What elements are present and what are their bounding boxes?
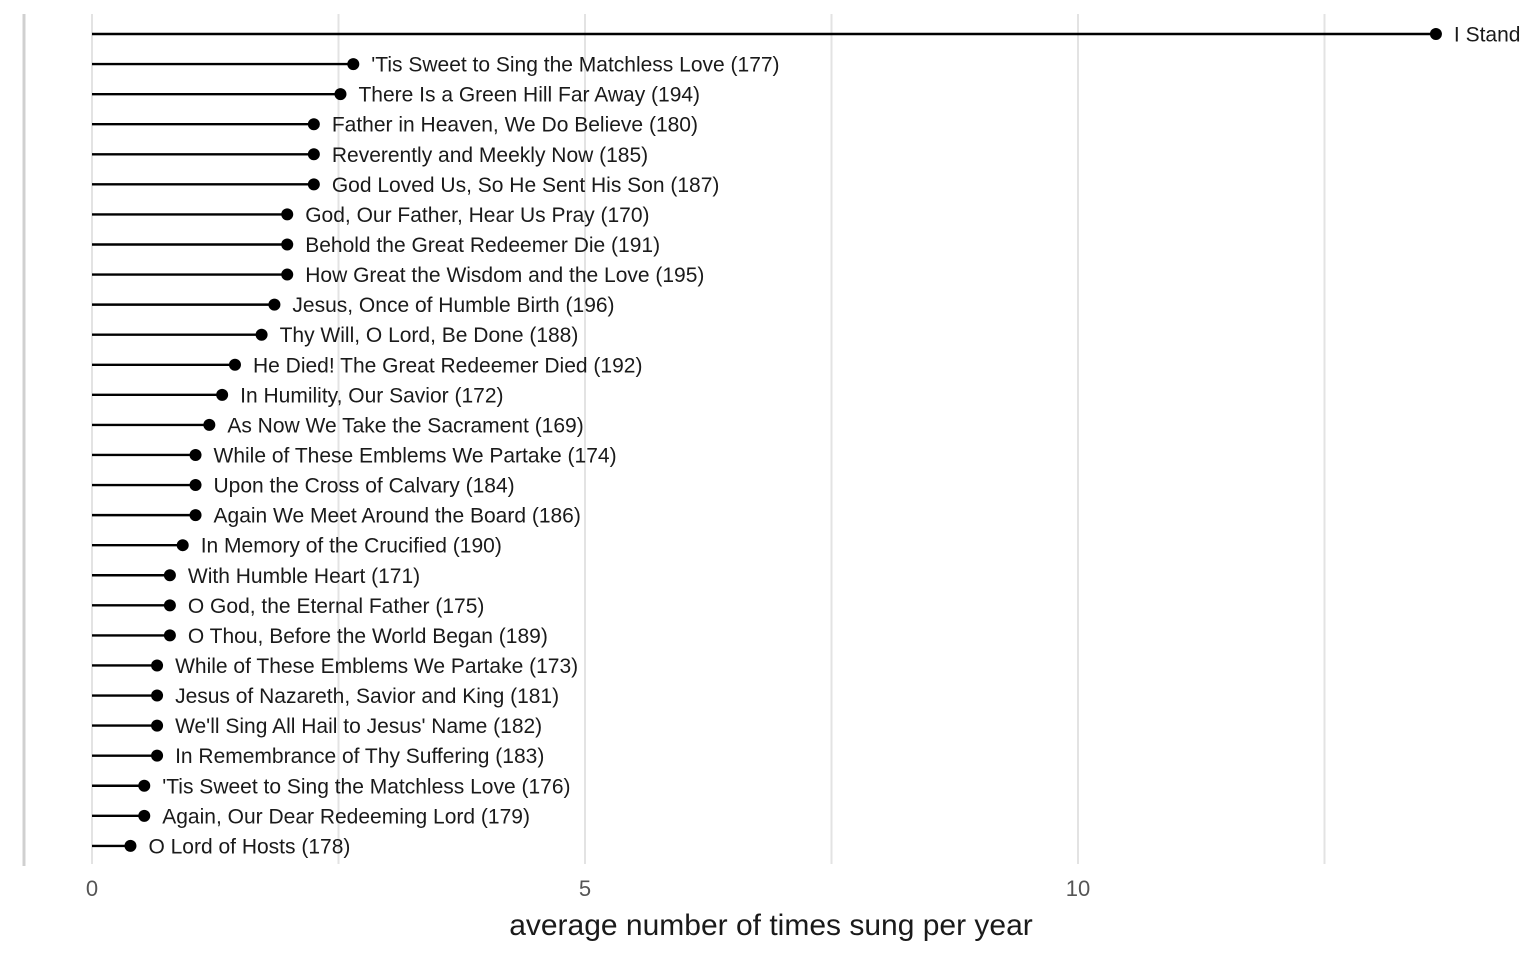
x-tick-label: 10 bbox=[1066, 876, 1090, 901]
bar-label: Reverently and Meekly Now (185) bbox=[332, 144, 648, 167]
lollipop-dot bbox=[138, 809, 151, 822]
lollipop-dot bbox=[176, 539, 189, 552]
bar-label: Behold the Great Redeemer Die (191) bbox=[305, 234, 660, 257]
bar-label: In Remembrance of Thy Suffering (183) bbox=[175, 745, 544, 768]
lollipop-dot bbox=[138, 779, 151, 792]
bar-label: Again, Our Dear Redeeming Lord (179) bbox=[162, 805, 530, 828]
lollipop-dot bbox=[307, 118, 320, 131]
lollipop-dot bbox=[228, 358, 241, 371]
gridlines bbox=[91, 14, 1326, 864]
x-axis-title: average number of times sung per year bbox=[509, 909, 1033, 942]
bar-label: Upon the Cross of Calvary (184) bbox=[214, 475, 515, 498]
bar-label: With Humble Heart (171) bbox=[188, 565, 420, 588]
bar-label: Jesus, Once of Humble Birth (196) bbox=[292, 294, 614, 317]
bar-label: We'll Sing All Hail to Jesus' Name (182) bbox=[175, 715, 542, 738]
lollipop-dot bbox=[163, 599, 176, 612]
lollipop-dot bbox=[189, 448, 202, 461]
lollipop-dot bbox=[334, 88, 347, 101]
lollipop-dot bbox=[189, 509, 202, 522]
bar-label: O Lord of Hosts (178) bbox=[148, 835, 350, 858]
lollipop-dot bbox=[163, 629, 176, 642]
bar-label: There Is a Green Hill Far Away (194) bbox=[358, 84, 700, 107]
lollipop-dot bbox=[203, 418, 216, 431]
bar-label: He Died! The Great Redeemer Died (192) bbox=[253, 354, 642, 377]
lollipop-dot bbox=[151, 719, 164, 732]
bar-label: I Stand bbox=[1454, 24, 1521, 47]
bar-label: 'Tis Sweet to Sing the Matchless Love (1… bbox=[371, 54, 779, 77]
lollipop-dot bbox=[255, 328, 268, 341]
lollipop-dot bbox=[281, 268, 294, 281]
lollipop-dot bbox=[1429, 28, 1442, 40]
lollipop-dot bbox=[307, 148, 320, 161]
bar-label: Father in Heaven, We Do Believe (180) bbox=[332, 114, 698, 137]
lollipop-dot bbox=[151, 689, 164, 702]
bar-label: 'Tis Sweet to Sing the Matchless Love (1… bbox=[162, 775, 570, 798]
bar-label: While of These Emblems We Partake (173) bbox=[175, 655, 578, 678]
lollipop-dot bbox=[189, 479, 202, 492]
bar-label: God, Our Father, Hear Us Pray (170) bbox=[305, 204, 649, 227]
lollipop-dot bbox=[268, 298, 281, 311]
lollipop-dots bbox=[124, 28, 1442, 852]
bar-label: Again We Meet Around the Board (186) bbox=[214, 505, 581, 528]
bar-label: O God, the Eternal Father (175) bbox=[188, 595, 484, 618]
lollipop-dot bbox=[307, 178, 320, 191]
lollipop-dot bbox=[151, 659, 164, 672]
bar-label: While of These Emblems We Partake (174) bbox=[214, 444, 617, 467]
x-axis-ticks: 0 5 10 bbox=[86, 876, 1090, 901]
bar-label: In Memory of the Crucified (190) bbox=[201, 535, 502, 558]
bar-label: How Great the Wisdom and the Love (195) bbox=[305, 264, 704, 287]
x-tick-label: 0 bbox=[86, 876, 98, 901]
bar-label: In Humility, Our Savior (172) bbox=[240, 384, 503, 407]
bar-label: God Loved Us, So He Sent His Son (187) bbox=[332, 174, 720, 197]
lollipop-dot bbox=[281, 208, 294, 221]
bar-label: Jesus of Nazareth, Savior and King (181) bbox=[175, 685, 559, 708]
lollipop-dot bbox=[163, 569, 176, 582]
lollipop-stems bbox=[92, 32, 1436, 848]
bar-label: Thy Will, O Lord, Be Done (188) bbox=[280, 324, 579, 347]
lollipop-dot bbox=[124, 839, 137, 852]
lollipop-dot bbox=[216, 388, 229, 401]
bar-label: As Now We Take the Sacrament (169) bbox=[227, 414, 583, 437]
x-tick-label: 5 bbox=[579, 876, 591, 901]
bar-label: O Thou, Before the World Began (189) bbox=[188, 625, 548, 648]
bar-labels: I Stand 'Tis Sweet to Sing the Matchless … bbox=[148, 24, 1520, 859]
lollipop-dot bbox=[281, 238, 294, 251]
lollipop-dot bbox=[151, 749, 164, 762]
lollipop-dot bbox=[347, 58, 360, 71]
